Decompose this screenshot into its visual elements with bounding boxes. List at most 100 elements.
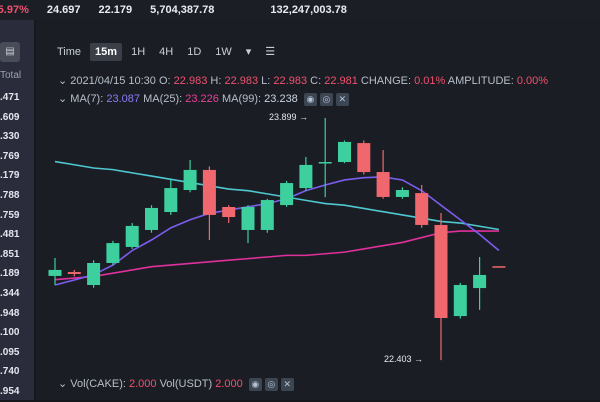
orderbook-total: .788 — [0, 189, 20, 201]
tab-1h[interactable]: 1H — [131, 45, 146, 58]
eye-icon[interactable]: ◉ — [248, 377, 262, 391]
ticker-change: -5.97% — [0, 4, 29, 16]
orderbook-total: .759 — [0, 209, 20, 221]
low-value: 22.983 — [273, 75, 308, 87]
amplitude-value: 0.00% — [516, 75, 549, 87]
change-label: CHANGE: — [360, 75, 412, 87]
candle-body — [318, 162, 332, 164]
orderbook-total: .769 — [0, 150, 20, 162]
low-label: L: — [261, 75, 271, 87]
ma99-value: 23.238 — [264, 93, 298, 105]
orderbook-total: .481 — [0, 229, 20, 241]
orderbook-total: .330 — [0, 131, 20, 143]
ma7-label: MA(7): — [70, 93, 104, 105]
candle-body — [67, 272, 81, 274]
candle-body — [434, 224, 448, 318]
candle-body — [106, 243, 120, 263]
chevron-down-icon[interactable]: ⌄ — [58, 93, 68, 105]
chevron-down-icon[interactable]: ⌄ — [58, 75, 68, 87]
ticker-vol-quote: 132,247,003.78 — [270, 4, 347, 16]
timeframe-bar: Time 15m 1H 4H 1D 1W ▾ ☰ — [52, 42, 280, 61]
ma7-line — [54, 176, 500, 286]
settings-icon[interactable]: ◎ — [319, 92, 333, 106]
ma99-line — [54, 160, 500, 231]
chart-panel: Time 15m 1H 4H 1D 1W ▾ ☰ ⌄ 2021/04/15 10… — [36, 20, 600, 400]
ohlc-date: 2021/04/15 10:30 — [70, 75, 156, 87]
orderbook-total: .740 — [0, 366, 20, 378]
vol-cake-value: 2.000 — [128, 378, 157, 390]
candle-body — [473, 274, 487, 289]
ticker-vol-base: 5,704,387.78 — [150, 4, 215, 16]
candle-body — [164, 188, 178, 213]
vol-cake-label: Vol(CAKE): — [70, 378, 126, 390]
candle-body — [376, 172, 390, 197]
candle-body — [492, 266, 506, 268]
vol-usdt-value: 2.000 — [215, 378, 243, 390]
candle-body — [453, 284, 467, 317]
ma99-label: MA(99): — [221, 93, 262, 105]
candle-body — [87, 262, 101, 285]
low-annotation-value: 22.403 — [384, 354, 412, 364]
candle-body — [338, 141, 351, 163]
volume-legend: ⌄ Vol(CAKE): 2.000 Vol(USDT) 2.000 ◉ ◎ ✕ — [58, 377, 294, 391]
chevron-down-icon[interactable]: ⌄ — [58, 378, 68, 390]
eye-icon[interactable]: ◉ — [303, 92, 317, 106]
orderbook-total: .954 — [0, 385, 20, 397]
candle-body — [357, 143, 371, 173]
open-value: 22.983 — [173, 75, 208, 87]
orderbook-total: .948 — [0, 307, 20, 319]
orderbook-total: .471 — [0, 92, 20, 103]
orderbook-total: .609 — [0, 111, 20, 123]
settings-icon[interactable]: ◎ — [264, 377, 278, 391]
candle-body — [299, 164, 313, 189]
orderbook-total: .189 — [0, 268, 20, 280]
open-label: O: — [158, 75, 171, 87]
total-header: Total — [0, 70, 22, 81]
orderbook-total: .344 — [0, 287, 20, 299]
candle-body — [222, 206, 236, 218]
ticker-low: 22.179 — [98, 4, 133, 16]
close-value: 22.981 — [324, 75, 358, 87]
candle-body — [415, 193, 429, 225]
sliders-icon[interactable]: ☰ — [265, 46, 276, 58]
high-annotation-value: 23.899 — [269, 112, 297, 122]
candle-body — [145, 207, 158, 230]
candle-body — [241, 206, 255, 230]
tab-1w[interactable]: 1W — [215, 45, 232, 58]
ma25-label: MA(25): — [143, 93, 183, 105]
ma25-line — [54, 230, 499, 281]
ohlc-legend: ⌄ 2021/04/15 10:30 O: 22.983 H: 22.983 L… — [58, 74, 548, 87]
caret-down-icon[interactable]: ▾ — [245, 46, 252, 58]
orderbook-total: .179 — [0, 170, 20, 182]
tab-15m[interactable]: 15m — [90, 42, 123, 61]
tab-time[interactable]: Time — [57, 45, 82, 58]
ticker-high: 24.697 — [46, 4, 81, 16]
tab-4h[interactable]: 4H — [159, 45, 174, 58]
orderbook-total: .851 — [0, 248, 20, 260]
change-value: 0.01% — [414, 75, 446, 87]
tab-1d[interactable]: 1D — [187, 45, 202, 58]
close-icon[interactable]: ✕ — [280, 377, 294, 391]
candle-body — [183, 169, 197, 191]
close-label: C: — [310, 75, 322, 87]
high-label: H: — [210, 75, 222, 87]
candle-body — [202, 169, 216, 215]
candle-body — [125, 225, 139, 247]
close-icon[interactable]: ✕ — [335, 92, 349, 106]
ma7-value: 23.087 — [106, 93, 140, 105]
orderbook-toggle-icon[interactable]: ▤ — [0, 42, 20, 62]
orderbook-total: .100 — [0, 327, 20, 339]
orderbook-list: .471 .609 .330 .769 .179 .788 .759 .481 .851 .189… — [0, 88, 19, 402]
ma25-value: 23.226 — [185, 93, 219, 105]
high-value: 22.983 — [224, 75, 259, 87]
candle-body — [48, 269, 62, 276]
candle-body — [280, 183, 294, 206]
vol-usdt-label: Vol(USDT) — [159, 378, 213, 390]
ma-legend: ⌄ MA(7): 23.087 MA(25): 23.226 MA(99): 2… — [58, 92, 349, 106]
candle-body — [260, 200, 274, 230]
low-annotation: 22.403 → — [384, 354, 424, 364]
amplitude-label: AMPLITUDE: — [447, 75, 514, 87]
high-annotation: 23.899 → — [269, 112, 309, 122]
orderbook-sidebar: ▤ Total .471 .609 .330 .769 .179 .788 .759 .481… — [0, 20, 34, 400]
